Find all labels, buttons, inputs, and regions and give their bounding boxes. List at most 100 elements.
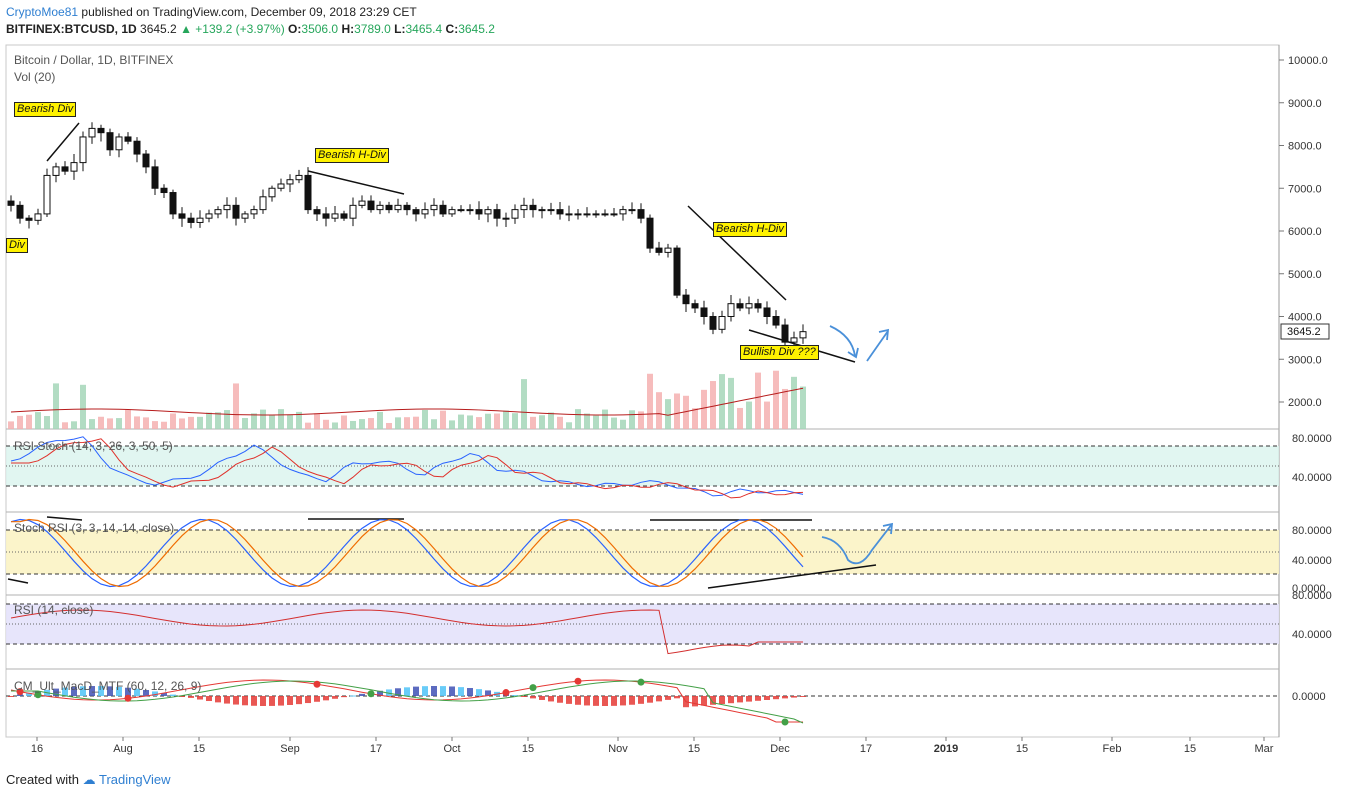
volume-bar bbox=[521, 379, 527, 429]
candle-body bbox=[7, 200, 15, 206]
volume-bar bbox=[737, 407, 743, 429]
macd-hist-bar bbox=[305, 696, 311, 704]
volume-bar bbox=[260, 409, 266, 429]
macd-hist-bar bbox=[80, 686, 86, 696]
time-tick-label: Nov bbox=[608, 743, 628, 755]
volume-bar bbox=[440, 410, 446, 429]
volume-bar bbox=[413, 416, 419, 429]
macd-hist-bar bbox=[539, 696, 545, 700]
macd-hist-bar bbox=[215, 696, 221, 703]
macd-hist-bar bbox=[332, 696, 338, 699]
volume-bar bbox=[620, 419, 626, 429]
macd-hist-bar bbox=[287, 696, 293, 705]
volume-bar bbox=[143, 417, 149, 429]
candle-body bbox=[691, 303, 699, 309]
volume-bar bbox=[656, 392, 662, 429]
volume-bar bbox=[44, 416, 50, 429]
macd-hist-bar bbox=[485, 690, 491, 696]
volume-bar bbox=[71, 421, 77, 429]
tradingview-logo-icon[interactable]: ☁ bbox=[82, 772, 96, 787]
candle-body bbox=[799, 331, 807, 339]
macd-hist-bar bbox=[143, 690, 149, 696]
volume-bar bbox=[323, 419, 329, 429]
macd-hist-bar bbox=[107, 686, 113, 696]
price-tick-label: 10000.0 bbox=[1288, 55, 1328, 67]
high-value: 3789.0 bbox=[354, 22, 391, 36]
macd-hist-bar bbox=[359, 693, 365, 696]
macd-hist-bar bbox=[341, 696, 347, 698]
publish-info: CryptoMoe81 published on TradingView.com… bbox=[6, 5, 417, 19]
candle-body bbox=[682, 294, 690, 305]
volume-bar bbox=[791, 376, 797, 429]
macd-hist-bar bbox=[710, 696, 716, 705]
volume-bar bbox=[503, 410, 509, 429]
macd-hist-bar bbox=[89, 686, 95, 696]
candle-body bbox=[772, 316, 780, 326]
candle-body bbox=[178, 213, 186, 219]
macd-hist-bar bbox=[458, 687, 464, 696]
macd-hist-bar bbox=[206, 696, 212, 702]
volume-bar bbox=[710, 381, 716, 429]
macd-hist-bar bbox=[764, 696, 770, 700]
macd-hist-bar bbox=[404, 687, 410, 696]
macd-hist-bar bbox=[782, 696, 788, 699]
candle-body bbox=[502, 217, 510, 220]
volume-bar bbox=[494, 413, 500, 429]
created-with-text: Created with bbox=[6, 772, 79, 787]
time-tick-label: Aug bbox=[113, 743, 133, 755]
volume-bar bbox=[467, 415, 473, 429]
rsi-80: 80.0000 bbox=[1292, 590, 1332, 602]
volume-bar bbox=[287, 414, 293, 429]
macd-hist-bar bbox=[26, 692, 32, 696]
mid-lines bbox=[6, 465, 1279, 625]
macd-hist-bar bbox=[701, 696, 707, 706]
time-axis: 16 Aug 15 Sep 17 Oct 15 Nov 15 Dec 17 2019 15 Feb 15 Ma… bbox=[31, 737, 1274, 755]
volume-bar bbox=[800, 386, 806, 429]
macd-hist-bar bbox=[134, 688, 140, 696]
price-change: +139.2 (+3.97%) bbox=[195, 22, 285, 36]
macd-hist-bar bbox=[170, 694, 176, 696]
macd-hist-bar bbox=[413, 686, 419, 696]
macd-hist-bar bbox=[692, 696, 698, 707]
time-tick-label: Dec bbox=[770, 743, 790, 755]
candle-body bbox=[601, 213, 609, 216]
macd-hist-bar bbox=[53, 688, 59, 696]
candle-body bbox=[385, 204, 393, 211]
volume-bar bbox=[305, 422, 311, 429]
volume-bar bbox=[782, 388, 788, 429]
candle-body bbox=[88, 127, 96, 138]
stoch-div-line bbox=[7, 578, 29, 584]
volume-bar bbox=[98, 416, 104, 429]
rsi-40: 40.0000 bbox=[1292, 629, 1332, 641]
candle-body bbox=[232, 204, 240, 219]
macd-hist-bar bbox=[278, 696, 284, 706]
volume-bar bbox=[161, 421, 167, 429]
macd-hist-bar bbox=[377, 690, 383, 696]
volume-bar bbox=[89, 419, 95, 429]
stoch-rsi-80: 80.0000 bbox=[1292, 525, 1332, 537]
candle-body bbox=[196, 217, 204, 223]
candle-body bbox=[511, 209, 519, 219]
candle-body bbox=[520, 204, 528, 211]
candle-body bbox=[16, 204, 24, 219]
macd-hist-bar bbox=[791, 696, 797, 698]
tradingview-brand[interactable]: TradingView bbox=[99, 772, 171, 787]
volume-bar bbox=[269, 414, 275, 429]
macd-hist-bar bbox=[260, 696, 266, 706]
stoch-rsi-k-line bbox=[10, 518, 804, 588]
author-link[interactable]: CryptoMoe81 bbox=[6, 5, 79, 19]
low-value: 3465.4 bbox=[405, 22, 443, 36]
candle-body bbox=[286, 179, 294, 185]
volume-bar bbox=[107, 418, 113, 429]
macd-hist-bar bbox=[638, 696, 644, 704]
candle-body bbox=[124, 136, 132, 142]
price-tick-label: 3000.0 bbox=[1288, 354, 1322, 366]
main-legend: Bitcoin / Dollar, 1D, BITFINEX bbox=[14, 53, 174, 67]
candle-body bbox=[106, 132, 114, 151]
volume-bar bbox=[638, 411, 644, 429]
volume-bar bbox=[719, 374, 725, 429]
volume-bar bbox=[746, 401, 752, 429]
macd-hist-bar bbox=[530, 696, 536, 699]
candle-body bbox=[367, 200, 375, 211]
